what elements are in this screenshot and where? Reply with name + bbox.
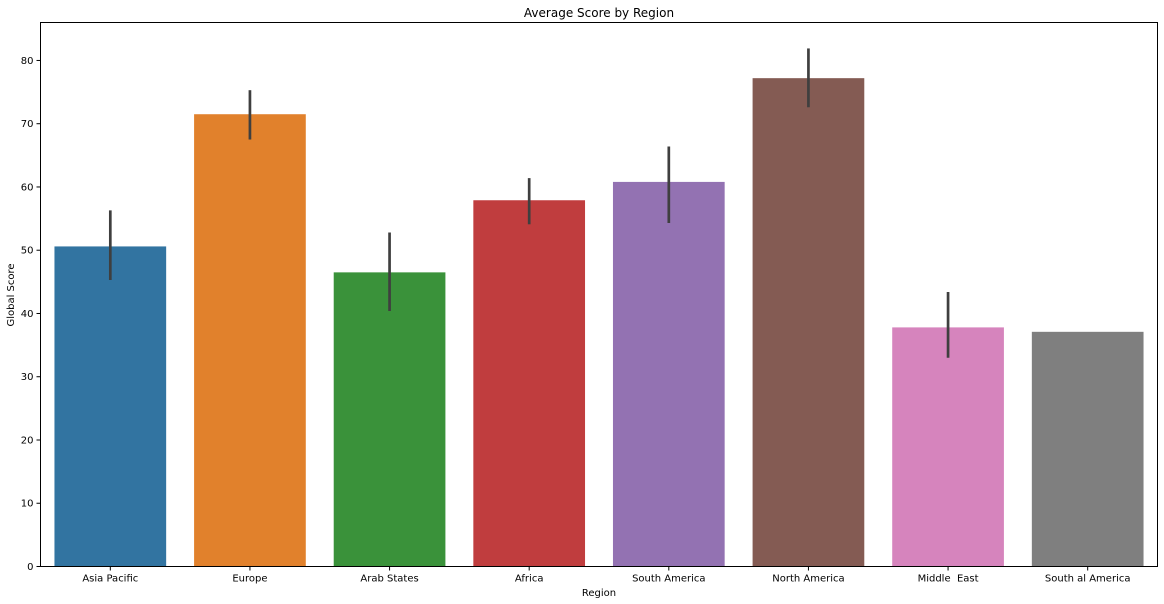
y-tick-label: 30 xyxy=(21,372,34,383)
x-tick-label: Europe xyxy=(232,574,267,585)
bar xyxy=(752,78,865,567)
x-axis: Asia Pacific Europe Arab States Africa South… xyxy=(82,566,1131,585)
bars-layer xyxy=(54,78,1144,567)
bar xyxy=(54,246,167,567)
y-tick-label: 50 xyxy=(21,246,34,257)
bar xyxy=(1031,331,1144,567)
y-axis-label: Global Score xyxy=(6,263,17,326)
chart-title: Average Score by Region xyxy=(524,6,674,20)
x-tick-label: North America xyxy=(772,574,844,585)
x-tick-label: Africa xyxy=(515,574,544,585)
error-bars-layer xyxy=(108,48,950,358)
bar xyxy=(333,272,446,567)
y-tick-label: 0 xyxy=(27,562,33,573)
x-tick-label: South America xyxy=(632,574,706,585)
x-tick-label: Arab States xyxy=(360,574,418,585)
y-tick-label: 80 xyxy=(21,56,34,67)
y-tick-label: 40 xyxy=(21,309,34,320)
x-tick-label: South al America xyxy=(1045,574,1131,585)
y-axis: 0 10 20 30 40 50 60 70 80 xyxy=(21,56,41,573)
y-tick-label: 20 xyxy=(21,435,34,446)
plot-frame xyxy=(40,22,1158,567)
x-axis-label: Region xyxy=(582,588,616,599)
bar xyxy=(892,327,1004,567)
x-tick-label: Middle East xyxy=(918,574,979,585)
bar xyxy=(194,114,306,567)
y-tick-label: 70 xyxy=(21,119,34,130)
bar xyxy=(473,200,586,567)
bar xyxy=(612,181,725,567)
x-tick-label: Asia Pacific xyxy=(82,574,138,585)
y-tick-label: 10 xyxy=(21,499,34,510)
y-tick-label: 60 xyxy=(21,182,34,193)
